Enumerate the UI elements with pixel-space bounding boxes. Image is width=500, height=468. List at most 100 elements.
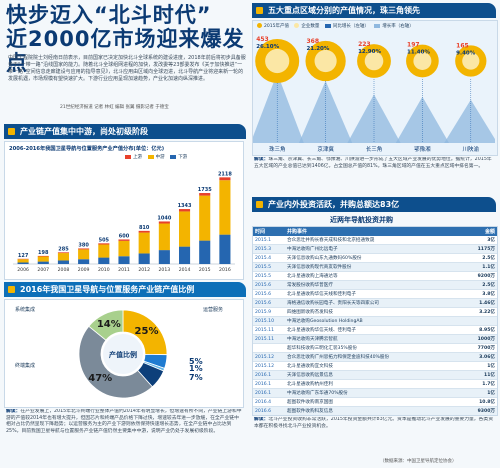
x-tick-2016: 2016 [219, 267, 231, 273]
row-time: 2015.4 [253, 253, 285, 263]
x-tick-2014: 2014 [179, 267, 191, 273]
bar-total-label-2007: 198 [38, 250, 49, 256]
x-tick-2013: 2013 [159, 267, 171, 273]
pie-value-终端集成: 47% [88, 373, 112, 384]
legend-firms: 企业数量 [294, 23, 319, 29]
bubble-growth-京津冀: 21.20% [306, 46, 329, 52]
row-time: 2015.3 [253, 244, 285, 254]
row-time: 2015.10 [253, 316, 285, 326]
bar-下游-2011 [118, 256, 130, 264]
legend-yoy: 同比增长（左轴） [324, 23, 369, 29]
bar-下游-2014 [178, 246, 191, 264]
region-label-长三角: 长三角 [366, 145, 383, 153]
row-amount: 3.8亿 [463, 289, 497, 299]
row-event: 天泽信息收购远景信息 [285, 370, 463, 380]
row-time: 2016.1 [253, 379, 285, 389]
bubble-firms-长三角 [364, 51, 384, 71]
title-line-2: 近2000亿市场迎来爆发点 [6, 27, 245, 75]
x-tick-2015: 2015 [199, 267, 211, 273]
pie-value-运营服务: 25% [135, 326, 159, 337]
section2-title: 2016年我国卫星导航与位置服务产业链产值比例 [20, 285, 195, 294]
bar-上游-2008 [57, 252, 70, 254]
row-event: 北斗星通收购宜文科技 [285, 361, 463, 371]
table-row: 2016.4 超图软件收购南京国图 10.8亿 [253, 397, 497, 407]
bubble-chart-panel: 2015年产值 企业数量 同比增长（左轴） 增长率（右轴） 453 26.10% 珠… [252, 20, 498, 156]
row-time: 2016.6 [253, 406, 285, 415]
bubble-growth-长三角: 12.90% [358, 49, 381, 55]
row-time: 2015.6 [253, 280, 285, 290]
table-row: 2016.1 中海达收购广东华通70%股份 1亿 [253, 388, 497, 398]
row-time: 2015.5 [253, 262, 285, 272]
bubble-value-京津冀: 368 [306, 38, 319, 45]
bar-中游-2013 [158, 223, 170, 251]
col-amount: 金额 [463, 227, 497, 236]
bubble-value-川陕渝: 165 [456, 42, 469, 49]
pie-chart: 25% 5%1%7% 47% 14% 产值比例 [78, 309, 203, 399]
table-row: 2015.5 北斗星通收购上海通达等 9200万 [253, 271, 497, 281]
x-tick-2012: 2012 [138, 267, 150, 273]
col-event: 并购事件 [285, 227, 463, 236]
row-amount: 2.5亿 [463, 253, 497, 263]
bar-下游-2008 [57, 260, 70, 264]
x-tick-2006: 2006 [17, 267, 29, 273]
region-label-川陕渝: 川陕渝 [463, 145, 480, 153]
row-amount: 9200万 [463, 271, 497, 281]
bar-中游-2010 [98, 244, 110, 258]
region-bubble-chart: 45326.10%珠三角36821.20%京津冀22312.90%长三角1971… [253, 36, 495, 153]
row-amount [463, 316, 497, 326]
bubble-legend: 2015年产值 企业数量 同比增长（左轴） 增长率（右轴） [253, 21, 497, 31]
row-event: 合众思壮收购广州思拓力和保定金迪科技40%股份 [285, 352, 463, 362]
region-peak-川陕渝 [444, 99, 495, 143]
table-row: 2015.5 天泽信息收购现代商友软件股份 1.1亿 [253, 262, 497, 272]
x-tick-2011: 2011 [118, 267, 130, 273]
section1-header: 产业链产值集中中游，尚处初级阶段 [4, 124, 246, 139]
bar-total-label-2010: 505 [99, 237, 110, 243]
bubble-growth-鄂豫湘: 11.40% [407, 50, 430, 56]
x-tick-2009: 2009 [78, 267, 90, 273]
article-title: 快步迈入“北斗时代” 近2000亿市场迎来爆发点 [6, 3, 246, 75]
bar-total-label-2012: 810 [139, 225, 150, 231]
row-amount: 1亿 [463, 388, 497, 398]
table-row: 2015.3 中海达收购广州比远电子 1175万 [253, 244, 497, 254]
table-row: 2015.12 合众思壮收购广州思拓力和保定金迪科技40%股份 3.06亿 [253, 352, 497, 362]
region-label-京津冀: 京津冀 [317, 145, 334, 153]
ma-table: 时间 并购事件 金额 2015.1 合众思壮并购长春天成科技和北京招通致晟 3亿 20… [253, 227, 497, 415]
section4-subtitle: 近两年导航投资并购 [330, 216, 393, 224]
bar-下游-2006 [17, 262, 29, 264]
row-amount: 1.1亿 [463, 262, 497, 272]
bar-上游-2015 [199, 193, 211, 196]
legend-output: 2015年产值 [257, 23, 289, 29]
stacked-bar-chart: 127 2006 198 2007 285 2008 380 2009 505 2010 600 20… [13, 171, 235, 273]
row-event: 中海达收购广州比远电子 [285, 244, 463, 254]
bar-中游-2011 [118, 240, 130, 257]
section4-note: 解读：北斗产业投资收购非常活跃，2015年投资金额共计83亿元。资本是推动北斗产… [254, 417, 493, 429]
legend-upstream: 上游 [125, 154, 142, 160]
pie-slice-系统集成 [88, 309, 124, 341]
section2-note: 解读：在产业发展上，2015年北斗终端行业整体产值约2014年有明显增长，但增速… [6, 409, 242, 434]
region-label-珠三角: 珠三角 [269, 145, 286, 153]
bar-下游-2013 [158, 250, 170, 264]
table-row: 2016.1 北斗星通收购杭州佳利 1.7亿 [253, 379, 497, 389]
row-time: 2015.6 [253, 289, 285, 299]
bubble-firms-鄂豫湘 [413, 52, 432, 70]
row-time: 2016.4 [253, 397, 285, 407]
bubble-value-珠三角: 453 [256, 36, 269, 43]
pie-left-label-1: 系统集成 [15, 307, 36, 313]
section4-header: 产业内外投资活跃，并购总额达83亿 [252, 197, 496, 212]
row-time: 2015.11 [253, 325, 285, 335]
bubble-value-长三角: 223 [358, 41, 371, 48]
table-row: 2015.6 海格通信收购长园电子、贵阳长天等四家公司 1.46亿 [253, 298, 497, 308]
table-row: 2015.11 北斗星通收购华信天线、佳利电子 8.95亿 [253, 325, 497, 335]
pie-right-label-1: 运营服务 [203, 307, 224, 313]
bar-上游-2012 [138, 230, 150, 233]
pie-slice-终端集成 [78, 325, 153, 399]
row-event: 中海达收购天津腾云智航 [285, 334, 463, 344]
row-event: 北斗星通收购上海通达等 [285, 271, 463, 281]
table-row: 2015.4 天泽信息收购山东九通数码60%股份 2.5亿 [253, 253, 497, 263]
row-time: 2015.12 [253, 352, 285, 362]
row-event: 中海达收购Geosolution HoldingAB [285, 316, 463, 326]
bubble-growth-珠三角: 26.10% [256, 44, 279, 50]
region-peak-珠三角 [253, 73, 304, 143]
row-event: 北斗星通收购华信天线、佳利电子 [285, 325, 463, 335]
bar-total-label-2009: 380 [78, 242, 89, 248]
